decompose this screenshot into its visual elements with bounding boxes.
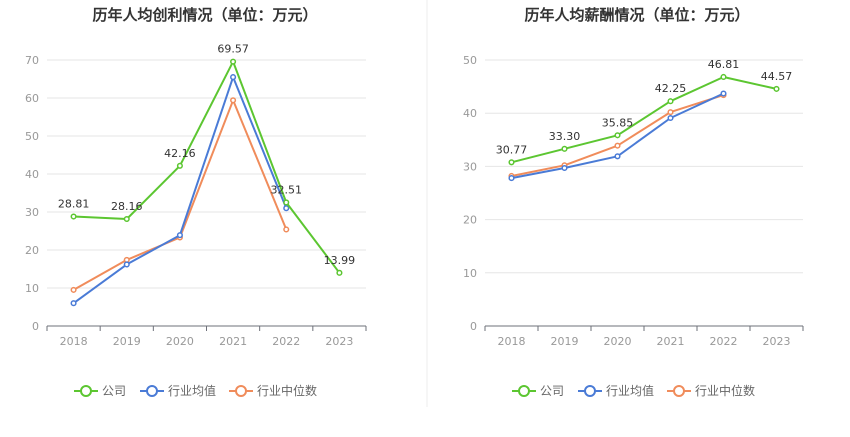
legend-label: 行业中位数 (695, 383, 755, 398)
salary-per-capita-chart: 历年人均薪酬情况（单位：万元） 0 10 20 30 40 50 2018 2019 2020 2… (463, 6, 804, 398)
company-point (336, 269, 343, 276)
data-label: 69.57 (217, 43, 249, 56)
company-point (561, 145, 568, 152)
company-point (508, 159, 515, 166)
legend-item-company[interactable]: 公司 (74, 384, 126, 398)
data-label: 28.81 (58, 198, 90, 211)
company-point (176, 162, 183, 169)
y-tick-label: 0 (32, 320, 39, 333)
company-point (720, 73, 727, 81)
legend-item-industry-median[interactable]: 行业中位数 (667, 383, 755, 398)
y-tick-label: 40 (463, 107, 477, 120)
company-point (283, 199, 290, 206)
data-label: 35.85 (602, 116, 634, 129)
data-label: 32.51 (271, 183, 303, 196)
y-tick-label: 0 (470, 320, 477, 333)
y-tick-label: 30 (25, 206, 39, 219)
company-point (230, 58, 237, 65)
industry-median-point (70, 286, 77, 293)
industry-median-point (230, 97, 237, 104)
x-tick-label: 2021 (219, 335, 247, 348)
y-tick-label: 70 (25, 54, 39, 67)
x-tick-label: 2023 (325, 335, 353, 348)
x-tick-label: 2022 (710, 335, 738, 348)
data-label: 42.16 (164, 147, 196, 160)
data-label: 46.81 (708, 58, 740, 71)
industry-avg-point (123, 261, 130, 268)
industry-avg-point (176, 232, 183, 239)
y-tick-label: 30 (463, 160, 477, 173)
industry-avg-point (70, 300, 77, 307)
data-label: 33.30 (549, 130, 581, 143)
legend-label: 行业均值 (168, 383, 216, 398)
industry-median-point (283, 226, 290, 233)
y-tick-label: 20 (25, 244, 39, 257)
legend-item-industry-median[interactable]: 行业中位数 (229, 383, 317, 398)
data-label: 44.57 (761, 70, 793, 83)
x-tick-label: 2019 (113, 335, 141, 348)
y-tick-label: 20 (463, 214, 477, 227)
legend-circle-icon (584, 385, 596, 397)
chart-title: 历年人均创利情况（单位：万元） (92, 6, 317, 24)
industry-avg-point (283, 205, 290, 212)
x-tick-label: 2020 (166, 335, 194, 348)
legend-circle-icon (673, 385, 685, 397)
company-point (70, 213, 77, 220)
x-tick-label: 2023 (763, 335, 791, 348)
data-label: 13.99 (324, 254, 356, 267)
legend-label: 公司 (540, 384, 564, 398)
industry-avg-line (73, 76, 288, 305)
legend-circle-icon (518, 385, 530, 397)
company-line (511, 76, 777, 164)
industry-avg-point (230, 74, 237, 81)
legend-label: 公司 (102, 384, 126, 398)
company-point (614, 132, 621, 139)
x-tick-label: 2020 (604, 335, 632, 348)
company-point (123, 215, 130, 223)
industry-avg-point (667, 114, 674, 122)
legend-circle-icon (146, 385, 158, 397)
y-tick-label: 50 (463, 54, 477, 67)
company-point (773, 85, 780, 92)
y-tick-label: 60 (25, 92, 39, 105)
y-tick-label: 50 (25, 130, 39, 143)
y-tick-label: 40 (25, 168, 39, 181)
data-label: 28.16 (111, 200, 143, 213)
legend-item-company[interactable]: 公司 (512, 384, 564, 398)
y-tick-label: 10 (463, 267, 477, 280)
legend-circle-icon (235, 385, 247, 397)
legend-item-industry-avg[interactable]: 行业均值 (140, 383, 216, 398)
data-label: 42.25 (655, 82, 687, 95)
industry-avg-point (561, 164, 568, 172)
company-line (73, 60, 341, 274)
legend-item-industry-avg[interactable]: 行业均值 (578, 383, 654, 398)
profit-per-capita-chart: 历年人均创利情况（单位：万元） 0 10 20 30 40 50 60 70 2018 2019 2… (25, 6, 367, 398)
y-tick-label: 10 (25, 282, 39, 295)
x-tick-label: 2018 (498, 335, 526, 348)
chart-title: 历年人均薪酬情况（单位：万元） (524, 6, 749, 24)
x-tick-label: 2021 (657, 335, 685, 348)
x-tick-label: 2019 (551, 335, 579, 348)
legend-circle-icon (80, 385, 92, 397)
data-label: 30.77 (496, 143, 528, 156)
industry-median-point (614, 142, 621, 149)
industry-avg-point (614, 153, 621, 160)
legend-label: 行业均值 (606, 383, 654, 398)
x-tick-label: 2022 (272, 335, 300, 348)
industry-avg-point (508, 175, 515, 182)
legend-label: 行业中位数 (257, 383, 317, 398)
company-point (667, 98, 674, 105)
industry-median-point (667, 109, 674, 116)
industry-avg-point (720, 90, 727, 97)
x-tick-label: 2018 (60, 335, 88, 348)
